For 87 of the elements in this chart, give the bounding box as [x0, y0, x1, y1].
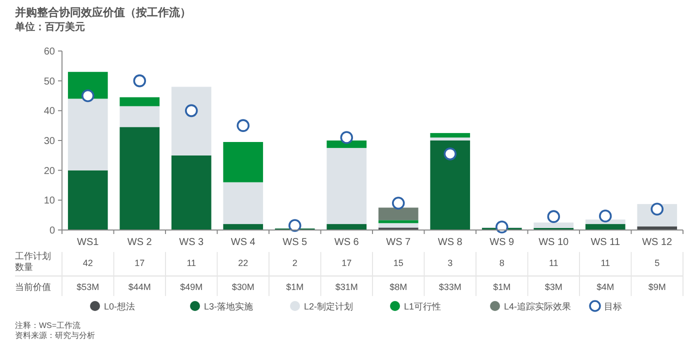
text: $31M — [335, 282, 358, 292]
legend-label: L2-制定计划 — [304, 302, 354, 312]
text: $53M — [76, 282, 100, 292]
text: $8M — [390, 282, 408, 292]
legend-label: L0-想法 — [104, 302, 136, 312]
x-tick-label: WS 5 — [282, 237, 308, 248]
bar — [326, 224, 367, 230]
text: 3 — [448, 258, 453, 268]
text: 11 — [186, 258, 196, 268]
text: 资料来源：研究与分析 — [15, 331, 95, 340]
x-tick-label: WS 12 — [642, 237, 673, 248]
bar — [534, 222, 574, 228]
point — [495, 220, 508, 234]
text: 2 — [292, 258, 298, 268]
legend-label: 目标 — [604, 302, 622, 312]
chart-subtitle: 单位：百万美元 — [14, 21, 85, 33]
bar — [171, 155, 212, 230]
text: $30M — [232, 282, 254, 292]
point — [236, 119, 250, 132]
x-tick-label: WS 10 — [538, 237, 570, 248]
x-tick-label: WS 2 — [127, 237, 152, 248]
bar — [430, 133, 470, 138]
bar — [326, 140, 367, 148]
text: 11 — [548, 258, 558, 268]
x-tick-label: WS 3 — [179, 237, 204, 248]
bar — [68, 170, 108, 230]
text: $49M — [180, 282, 203, 292]
x-tick-label: WS 7 — [386, 237, 412, 248]
x-tick-label: WS 9 — [490, 237, 515, 248]
point — [598, 210, 612, 222]
text: 5 — [654, 258, 660, 268]
x-tick-label: WS1 — [77, 237, 100, 248]
y-tick-label: 30 — [44, 136, 56, 147]
point — [184, 104, 198, 118]
text: 17 — [134, 258, 145, 268]
point — [444, 148, 457, 160]
bar — [430, 138, 470, 140]
y-tick-label: 40 — [44, 106, 56, 118]
bar — [223, 224, 264, 230]
bar — [120, 97, 160, 106]
x-tick-label: WS 6 — [334, 237, 360, 248]
legend-label: L4-追踪实际效果 — [504, 302, 572, 312]
x-tick-label: WS 11 — [590, 237, 620, 248]
text: $3M — [544, 282, 562, 292]
legend-label: L1可行性 — [404, 302, 442, 312]
point — [81, 89, 94, 102]
text: 工作计划数量 — [15, 251, 51, 272]
bar — [585, 224, 626, 230]
legend-label: L3-落地实施 — [204, 302, 254, 312]
point — [133, 74, 146, 88]
text: $44M — [128, 282, 151, 292]
x-tick-label: WS 8 — [438, 237, 463, 248]
bar — [430, 140, 470, 230]
text: 42 — [82, 258, 93, 268]
x-tick-label: WS 4 — [230, 237, 256, 248]
text: 22 — [238, 258, 248, 268]
y-tick-label: 50 — [44, 76, 56, 88]
text: 15 — [393, 258, 404, 268]
bar — [171, 86, 212, 156]
bar — [120, 106, 160, 128]
bar — [68, 98, 108, 170]
bar — [378, 223, 418, 228]
bar — [378, 208, 418, 220]
y-tick-label: 60 — [44, 46, 56, 58]
text: 11 — [600, 258, 610, 268]
text: 当前价值 — [15, 282, 51, 292]
point — [392, 196, 405, 210]
text: $1M — [286, 282, 304, 292]
text: $33M — [438, 282, 462, 292]
bar — [68, 72, 108, 99]
y-tick-label: 0 — [49, 226, 56, 236]
text: 8 — [499, 258, 504, 268]
y-tick-label: 20 — [44, 166, 56, 177]
text: 17 — [342, 258, 352, 268]
y-tick-label: 10 — [44, 196, 56, 207]
bar — [120, 127, 160, 230]
text: $1M — [493, 282, 511, 292]
bar — [223, 142, 264, 182]
text: 注释：WS=工作流 — [15, 321, 81, 330]
bar — [326, 148, 367, 224]
text: $9M — [648, 282, 666, 292]
point — [340, 131, 354, 144]
bar — [223, 182, 264, 224]
chart-title: 并购整合协同效应价值（按工作流） — [14, 6, 191, 19]
bar — [378, 220, 418, 224]
point — [547, 210, 560, 223]
text: $4M — [596, 282, 614, 292]
